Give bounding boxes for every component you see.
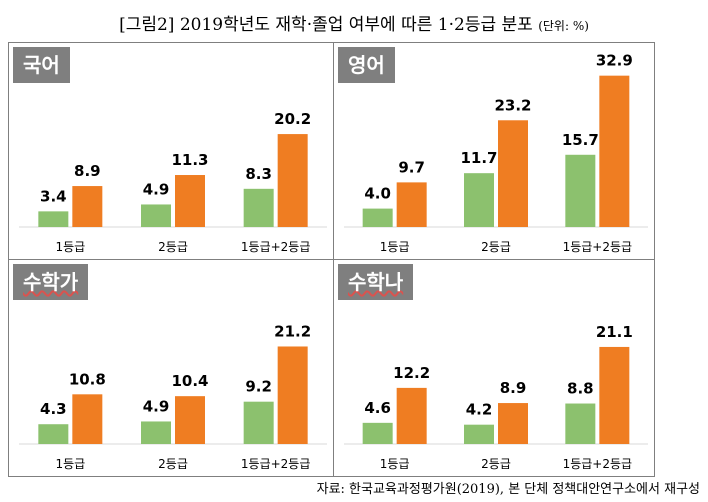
bar-series2-0	[396, 182, 427, 227]
data-label: 23.2	[494, 96, 531, 114]
data-label: 32.9	[596, 52, 633, 70]
figure-title: [그림2] 2019학년도 재학·졸업 여부에 따른 1·2등급 분포 (단위:…	[0, 10, 708, 35]
data-label: 9.2	[245, 378, 272, 396]
data-label: 11.3	[171, 151, 208, 169]
bar-series2-0	[72, 186, 103, 227]
chart-svg-math-na: 4.612.2 1등급 4.2 8.9 2등급 8.8 21.1 1등급+2등급	[344, 323, 648, 471]
bar-series1-0	[362, 422, 393, 444]
panel-title-english: 영어	[338, 47, 395, 83]
chart-svg-english: 4.0 9.7 1등급 11.7 23.2 2등급 15.7 32.9 1등급+2등급	[344, 52, 648, 254]
category-tick-label: 2등급	[481, 240, 511, 254]
chart-panel-korean: 3.4 8.9 1등급 4.9 11.3 2등급 8.3 20.2 1등급+2등급 국어	[8, 42, 334, 260]
category-tick-label: 2등급	[481, 457, 511, 471]
data-label: 10.4	[171, 372, 208, 390]
bar-series1-1	[464, 424, 494, 444]
data-label: 9.7	[398, 158, 425, 176]
chart-panel-math-ga: 4.3 10.8 1등급 4.9 10.4 2등급 9.2 21.2 1등급+2등급 수학가	[8, 259, 334, 477]
data-label: 8.9	[500, 379, 527, 397]
data-label: 15.7	[562, 131, 599, 149]
chart-svg-math-ga: 4.310.8 1등급 4.910.4 2등급 9.2 21.2 1등급+2등급	[19, 322, 327, 471]
category-tick-label: 1등급+2등급	[563, 457, 633, 471]
category-tick-label: 1등급	[380, 240, 410, 254]
bar-series1-0	[38, 424, 69, 444]
data-label: 10.8	[69, 370, 106, 388]
bar-series1-2	[243, 401, 274, 444]
bar-series2-2	[599, 75, 630, 227]
bar-series2-2	[277, 346, 308, 444]
data-label: 8.3	[245, 165, 272, 183]
data-label: 4.6	[364, 399, 391, 417]
data-label: 11.7	[460, 149, 497, 167]
panel-title-math-ga: 수학가	[13, 264, 89, 300]
category-tick-label: 1등급+2등급	[241, 457, 311, 471]
bar-series2-0	[72, 394, 103, 444]
chart-panel-math-na: 4.6 12.2 1등급 4.2 8.9 2등급 8.8 21.1 1등급+2등급 수학나	[333, 259, 655, 477]
bar-series2-1	[498, 403, 528, 444]
figure-title-unit: (단위: %)	[538, 19, 589, 33]
bar-series2-2	[277, 134, 308, 227]
data-label: 4.0	[364, 185, 391, 203]
panel-title-math-na: 수학나	[338, 264, 414, 300]
data-label: 20.2	[274, 110, 311, 128]
figure-title-main: [그림2] 2019학년도 재학·졸업 여부에 따른 1·2등급 분포	[119, 15, 533, 35]
bar-series2-2	[599, 346, 630, 444]
bar-series1-2	[243, 188, 274, 227]
bar-series1-0	[38, 211, 69, 227]
category-tick-label: 1등급	[380, 457, 410, 471]
data-label: 4.3	[40, 400, 67, 418]
source-note: 자료: 한국교육과정평가원(2019), 본 단체 정책대안연구소에서 재구성	[316, 482, 700, 497]
bar-series2-0	[396, 387, 427, 444]
bar-series1-1	[141, 204, 171, 227]
bar-series1-1	[141, 421, 171, 444]
category-tick-label: 1등급+2등급	[241, 240, 311, 254]
category-tick-label: 1등급	[55, 240, 85, 254]
bar-series1-2	[565, 403, 596, 444]
category-tick-label: 2등급	[158, 240, 188, 254]
category-tick-label: 1등급	[55, 457, 85, 471]
data-label: 21.1	[596, 323, 633, 341]
data-label: 8.8	[567, 380, 594, 398]
chart-svg-korean: 3.4 8.9 1등급 4.911.3 2등급 8.3 20.2 1등급+2등급	[19, 110, 327, 254]
data-label: 3.4	[40, 187, 67, 205]
data-label: 4.9	[143, 180, 170, 198]
data-label: 12.2	[393, 364, 430, 382]
chart-panel-english: 4.0 9.7 1등급 11.7 23.2 2등급 15.7 32.9 1등급+2등급 영어	[333, 42, 655, 260]
bar-series2-1	[175, 175, 205, 227]
data-label: 4.2	[466, 401, 493, 419]
bar-series1-2	[565, 154, 596, 227]
bar-series1-0	[362, 208, 393, 227]
bar-series2-1	[498, 120, 528, 227]
bar-series2-1	[175, 396, 205, 444]
data-label: 4.9	[143, 397, 170, 415]
panel-title-korean: 국어	[13, 47, 70, 83]
category-tick-label: 2등급	[158, 457, 188, 471]
category-tick-label: 1등급+2등급	[563, 240, 633, 254]
data-label: 21.2	[274, 322, 311, 340]
data-label: 8.9	[74, 162, 101, 180]
bar-series1-1	[464, 173, 494, 227]
